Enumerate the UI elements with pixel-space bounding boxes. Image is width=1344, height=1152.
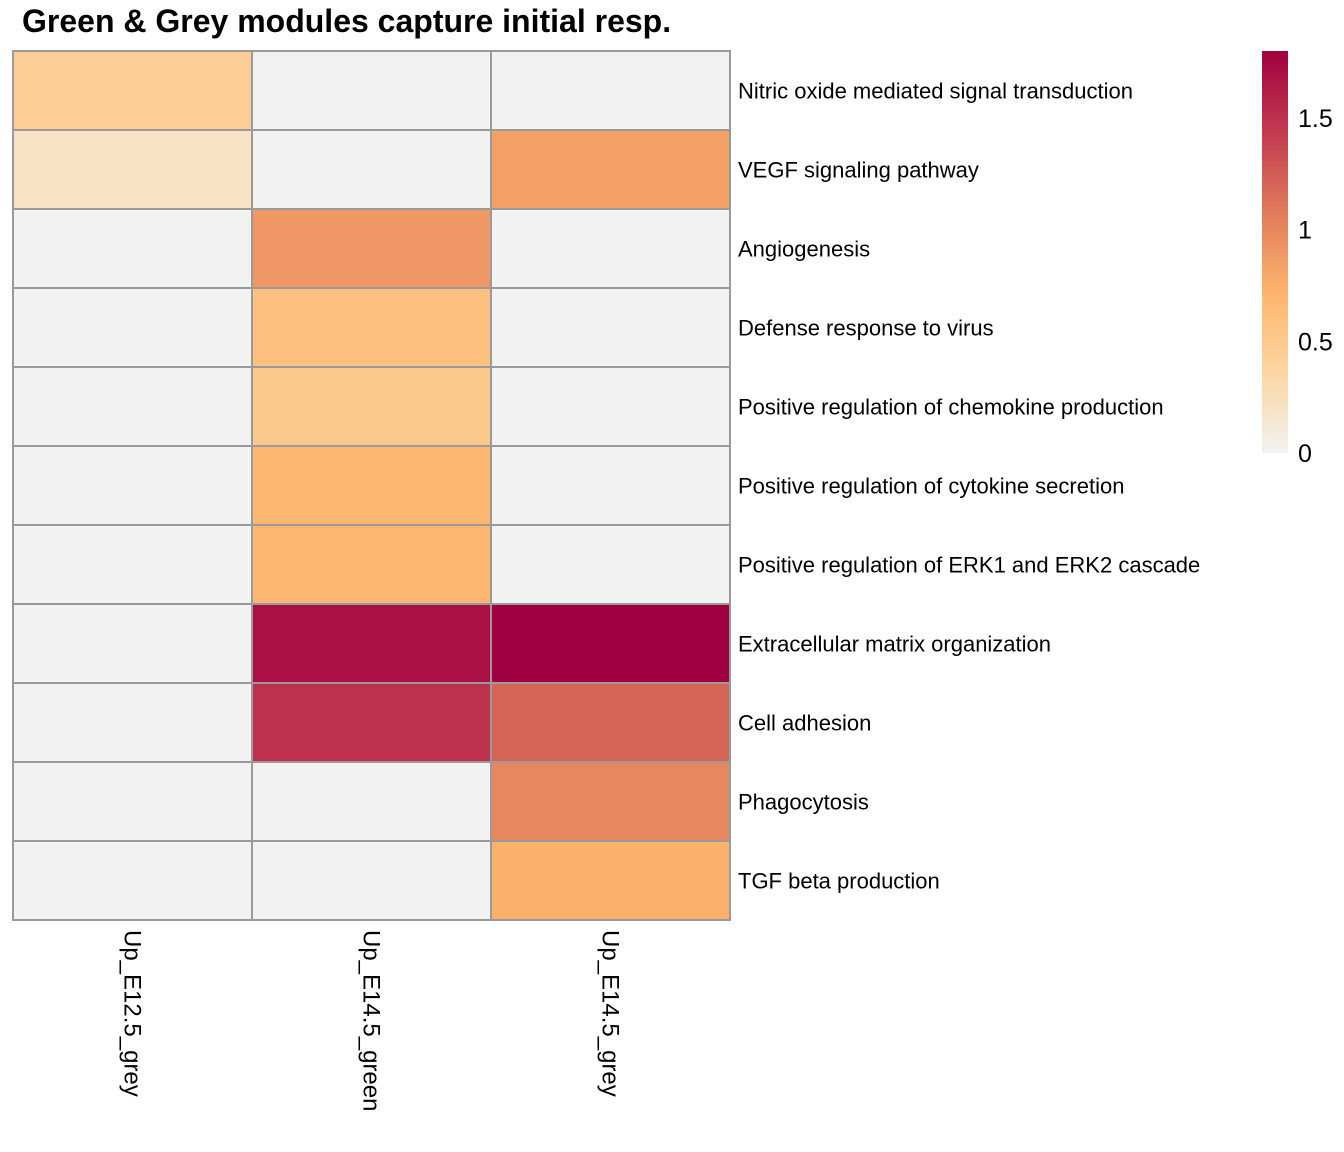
row-label: VEGF signaling pathway (738, 158, 979, 183)
heatmap-cell (251, 129, 492, 210)
heatmap-cell (251, 287, 492, 368)
legend-tick-label: 1.5 (1298, 105, 1333, 133)
column-label: Up_E12.5_grey (119, 930, 146, 1097)
heatmap-cell (12, 761, 253, 842)
heatmap-cell (490, 50, 731, 131)
chart-title: Green & Grey modules capture initial res… (22, 3, 671, 39)
heatmap-cell (490, 208, 731, 289)
heatmap-cell (251, 208, 492, 289)
heatmap-cell (12, 129, 253, 210)
heatmap-cell (251, 840, 492, 921)
column-label: Up_E14.5_green (358, 930, 385, 1111)
heatmap-cell (251, 445, 492, 526)
heatmap-cell (12, 208, 253, 289)
heatmap-cell (251, 524, 492, 605)
row-label: Nitric oxide mediated signal transductio… (738, 79, 1133, 104)
heatmap-cells (12, 50, 731, 921)
row-label: Defense response to virus (738, 316, 994, 341)
heatmap-cell (12, 445, 253, 526)
row-label: Angiogenesis (738, 237, 870, 262)
heatmap-cell (490, 682, 731, 763)
heatmap-cell (251, 366, 492, 447)
heatmap-cell (490, 761, 731, 842)
heatmap-cell (490, 524, 731, 605)
heatmap-cell (251, 603, 492, 684)
heatmap-cell (490, 287, 731, 368)
heatmap-cell (12, 603, 253, 684)
column-label: Up_E14.5_grey (597, 930, 624, 1097)
column-labels: Up_E12.5_grey Up_E14.5_green Up_E14.5_grey (119, 930, 624, 1111)
row-label: Positive regulation of cytokine secretio… (738, 474, 1124, 499)
row-label: Phagocytosis (738, 790, 869, 815)
heatmap-cell (251, 682, 492, 763)
legend-tick-label: 0 (1298, 440, 1312, 468)
heatmap-cell (12, 50, 253, 131)
legend-colorbar (1262, 51, 1288, 453)
row-label: Positive regulation of ERK1 and ERK2 cas… (738, 553, 1200, 578)
heatmap-cell (251, 50, 492, 131)
legend-tick-label: 0.5 (1298, 328, 1333, 356)
heatmap-cell (12, 287, 253, 368)
heatmap-cell (12, 682, 253, 763)
legend-tick-label: 1 (1298, 217, 1312, 245)
heatmap-cell (490, 366, 731, 447)
heatmap-cell (490, 603, 731, 684)
row-label: Cell adhesion (738, 711, 871, 736)
heatmap-cell (251, 761, 492, 842)
heatmap-cell (12, 524, 253, 605)
row-label: Extracellular matrix organization (738, 632, 1051, 657)
heatmap-cell (490, 445, 731, 526)
heatmap-cell (490, 840, 731, 921)
color-legend: 0 0.5 1 1.5 (1262, 51, 1333, 468)
row-label: Positive regulation of chemokine product… (738, 395, 1164, 420)
row-labels: Nitric oxide mediated signal transductio… (738, 79, 1200, 894)
heatmap-cell (490, 129, 731, 210)
heatmap-cell (12, 840, 253, 921)
row-label: TGF beta production (738, 869, 940, 894)
heatmap-cell (12, 366, 253, 447)
